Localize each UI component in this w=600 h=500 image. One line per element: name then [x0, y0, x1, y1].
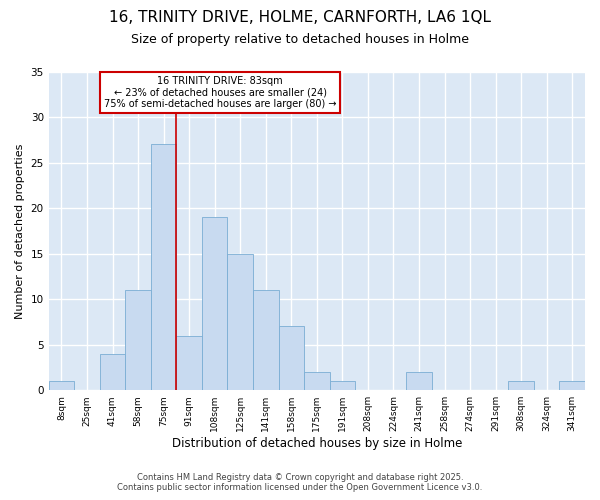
Bar: [253, 290, 278, 390]
Bar: [100, 354, 125, 390]
Text: 16, TRINITY DRIVE, HOLME, CARNFORTH, LA6 1QL: 16, TRINITY DRIVE, HOLME, CARNFORTH, LA6…: [109, 10, 491, 25]
Text: Contains HM Land Registry data © Crown copyright and database right 2025.
Contai: Contains HM Land Registry data © Crown c…: [118, 473, 482, 492]
Bar: [329, 381, 355, 390]
Bar: [202, 217, 227, 390]
Bar: [151, 144, 176, 390]
Bar: [559, 381, 585, 390]
Y-axis label: Number of detached properties: Number of detached properties: [15, 143, 25, 318]
Text: Size of property relative to detached houses in Holme: Size of property relative to detached ho…: [131, 32, 469, 46]
X-axis label: Distribution of detached houses by size in Holme: Distribution of detached houses by size …: [172, 437, 462, 450]
Bar: [125, 290, 151, 390]
Bar: [278, 326, 304, 390]
Bar: [49, 381, 74, 390]
Text: 16 TRINITY DRIVE: 83sqm
← 23% of detached houses are smaller (24)
75% of semi-de: 16 TRINITY DRIVE: 83sqm ← 23% of detache…: [104, 76, 337, 110]
Bar: [227, 254, 253, 390]
Bar: [508, 381, 534, 390]
Bar: [304, 372, 329, 390]
Bar: [406, 372, 432, 390]
Bar: [176, 336, 202, 390]
